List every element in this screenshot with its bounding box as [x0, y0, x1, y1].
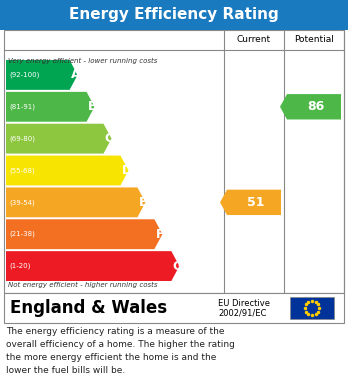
Polygon shape — [280, 94, 341, 120]
Text: F: F — [156, 228, 164, 241]
Text: (92-100): (92-100) — [9, 72, 39, 78]
Polygon shape — [6, 219, 163, 249]
Text: EU Directive: EU Directive — [218, 300, 270, 308]
Text: (39-54): (39-54) — [9, 199, 35, 206]
Text: 51: 51 — [247, 196, 265, 209]
Text: Current: Current — [237, 36, 271, 45]
Polygon shape — [6, 187, 145, 217]
Text: The energy efficiency rating is a measure of the
overall efficiency of a home. T: The energy efficiency rating is a measur… — [6, 327, 235, 375]
Polygon shape — [6, 92, 95, 122]
Text: G: G — [172, 260, 183, 273]
Text: D: D — [121, 164, 132, 177]
Text: (55-68): (55-68) — [9, 167, 35, 174]
Polygon shape — [6, 156, 128, 185]
Text: 86: 86 — [307, 100, 325, 113]
Bar — [4, 30, 344, 293]
Text: (21-38): (21-38) — [9, 231, 35, 237]
Polygon shape — [220, 190, 281, 215]
Text: B: B — [88, 100, 97, 113]
Text: 2002/91/EC: 2002/91/EC — [218, 308, 266, 317]
Text: Very energy efficient - lower running costs: Very energy efficient - lower running co… — [8, 58, 157, 64]
Text: (69-80): (69-80) — [9, 135, 35, 142]
Text: A: A — [71, 68, 80, 81]
Polygon shape — [6, 124, 111, 154]
Text: Energy Efficiency Rating: Energy Efficiency Rating — [69, 7, 279, 23]
Bar — [4, 293, 344, 323]
Bar — [290, 297, 334, 319]
Text: Not energy efficient - higher running costs: Not energy efficient - higher running co… — [8, 282, 158, 288]
Bar — [0, 0, 348, 30]
Text: (1-20): (1-20) — [9, 263, 30, 269]
Text: England & Wales: England & Wales — [10, 299, 167, 317]
Text: (81-91): (81-91) — [9, 104, 35, 110]
Polygon shape — [6, 251, 179, 281]
Text: Potential: Potential — [294, 36, 334, 45]
Polygon shape — [6, 60, 78, 90]
Text: E: E — [139, 196, 147, 209]
Text: C: C — [104, 132, 114, 145]
